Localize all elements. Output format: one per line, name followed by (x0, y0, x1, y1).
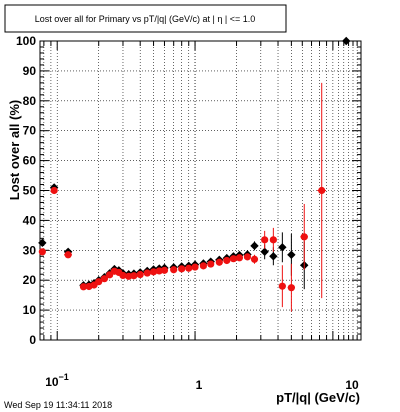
data-point (243, 253, 252, 261)
data-point (155, 267, 163, 275)
y-tick-label: 70 (23, 124, 37, 138)
data-point (136, 270, 144, 279)
x-tick-label-0.1: 10−1 (45, 372, 69, 389)
data-point (278, 282, 286, 290)
data-point (235, 254, 244, 262)
data-point (215, 258, 223, 266)
data-point (269, 252, 278, 261)
title-box (4, 4, 287, 33)
y-tick-label: 20 (23, 273, 37, 287)
data-point (160, 266, 169, 274)
data-point (50, 186, 58, 195)
series-red (38, 82, 326, 312)
y-axis-title: Lost over all (%) (7, 100, 22, 200)
data-point (207, 260, 215, 268)
data-point (223, 256, 231, 265)
data-point (269, 236, 277, 244)
data-point (38, 248, 46, 256)
x-axis-title: pT/|q| (GeV/c) (276, 390, 360, 405)
y-tick-label: 90 (23, 64, 37, 78)
data-point (185, 264, 193, 272)
data-point (278, 243, 287, 252)
data-point (79, 283, 88, 291)
data-point (143, 269, 151, 277)
data-point (300, 233, 308, 241)
data-point (199, 262, 208, 270)
y-tick-labels: 0 10 20 30 40 50 60 70 80 90 100 (16, 34, 36, 347)
data-point (260, 247, 269, 256)
data-point (95, 278, 103, 286)
data-point (38, 238, 47, 248)
data-point (125, 272, 133, 280)
y-tick-label: 10 (23, 303, 37, 317)
y-tick-label: 0 (29, 333, 36, 347)
series-black (38, 36, 351, 290)
data-point (261, 236, 269, 244)
axis-ticks (40, 40, 362, 341)
y-tick-label: 30 (23, 243, 37, 257)
chart-title: Lost over all for Primary vs pT/|q| (GeV… (35, 14, 255, 24)
data-point (149, 268, 158, 276)
data-point (342, 36, 351, 46)
data-point (318, 186, 326, 195)
x-tick-labels: 10−1 1 10 (45, 372, 359, 392)
y-tick-label: 60 (23, 154, 37, 168)
data-point (130, 272, 138, 280)
data-point (178, 265, 186, 273)
y-tick-label: 50 (23, 184, 37, 198)
data-point (287, 284, 295, 292)
y-tick-label: 100 (16, 34, 36, 48)
x-tick-label-0.1-base: 10 (45, 375, 59, 389)
data-point (170, 266, 178, 274)
data-point (250, 241, 259, 251)
data-point (287, 250, 296, 259)
data-point (100, 275, 109, 283)
y-tick-label: 80 (23, 94, 37, 108)
data-point (64, 251, 72, 259)
timestamp: Wed Sep 19 11:34:11 2018 (4, 400, 112, 410)
x-tick-label-0.1-exponent: −1 (59, 372, 69, 382)
y-tick-label: 40 (23, 213, 37, 227)
data-point (229, 255, 238, 263)
data-point (119, 271, 127, 280)
data-point (191, 263, 199, 271)
x-tick-label-10: 10 (345, 378, 359, 392)
data-point (250, 255, 259, 263)
grid (40, 41, 362, 340)
x-tick-label-1: 1 (196, 378, 203, 392)
